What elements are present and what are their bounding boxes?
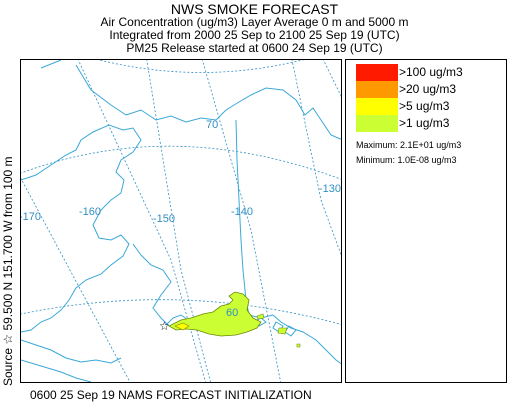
legend-swatch-100 — [356, 64, 398, 81]
page-title: NWS SMOKE FORECAST — [170, 1, 339, 17]
graticule — [21, 60, 341, 382]
lon-label-150: -150 — [153, 213, 175, 225]
subtitle-integration: Integrated from 2000 25 Sep to 2100 25 S… — [109, 28, 400, 42]
footer-initialization: 0600 25 Sep 19 NAMS FORECAST INITIALIZAT… — [30, 388, 312, 402]
map-canvas[interactable]: ☆ -170 -160 -150 -140 -130 70 60 — [21, 60, 342, 383]
lon-label-170: -170 — [21, 211, 41, 223]
subtitle-release: PM25 Release started at 0600 24 Sep 19 (… — [126, 41, 383, 55]
lon-label-140: -140 — [231, 206, 253, 218]
legend-swatch-1 — [356, 115, 398, 132]
lon-label-160: -160 — [79, 206, 101, 218]
legend-label-5: >5 ug/m3 — [399, 99, 450, 113]
graticule-labels: -170 -160 -150 -140 -130 70 60 — [21, 119, 341, 319]
parallel-60 — [21, 299, 341, 325]
legend-panel: >100 ug/m3 >20 ug/m3 >5 ug/m3 >1 ug/m3 M… — [345, 59, 507, 383]
subtitle-layer: Air Concentration (ug/m3) Layer Average … — [100, 15, 409, 29]
meridian-130 — [291, 60, 341, 256]
meridian-170 — [21, 177, 131, 382]
lat-label-70: 70 — [206, 119, 218, 131]
lon-label-130: -130 — [319, 183, 341, 195]
meridian-160 — [77, 60, 206, 382]
legend-swatch-5 — [356, 98, 398, 115]
parallel-70 — [21, 145, 341, 180]
smoke-plume — [168, 291, 301, 348]
legend-label-1: >1 ug/m3 — [399, 116, 450, 130]
source-label: Source ☆ 59.500 N 151.700 W from 100 m — [1, 156, 15, 386]
legend-label-20: >20 ug/m3 — [399, 82, 457, 96]
legend-item-100: >100 ug/m3 — [356, 64, 506, 81]
legend-item-20: >20 ug/m3 — [356, 81, 506, 98]
meridian-120 — [322, 60, 341, 97]
lat-label-60: 60 — [226, 307, 238, 319]
parallel-80 — [98, 60, 304, 73]
svg-text:☆: ☆ — [159, 319, 170, 333]
meridian-150 — [146, 60, 211, 382]
legend-swatch-20 — [356, 81, 398, 98]
legend-item-1: >1 ug/m3 — [356, 115, 506, 132]
legend-label-100: >100 ug/m3 — [399, 65, 463, 79]
meridian-140 — [202, 60, 282, 382]
legend-item-5: >5 ug/m3 — [356, 98, 506, 115]
legend-maximum: Maximum: 2.1E+01 ug/m3 — [356, 140, 462, 150]
star-icon: ☆ — [159, 319, 170, 333]
map-panel[interactable]: ☆ -170 -160 -150 -140 -130 70 60 — [20, 59, 342, 383]
coastline — [21, 60, 341, 382]
legend-minimum: Minimum: 1.0E-08 ug/m3 — [356, 155, 457, 165]
